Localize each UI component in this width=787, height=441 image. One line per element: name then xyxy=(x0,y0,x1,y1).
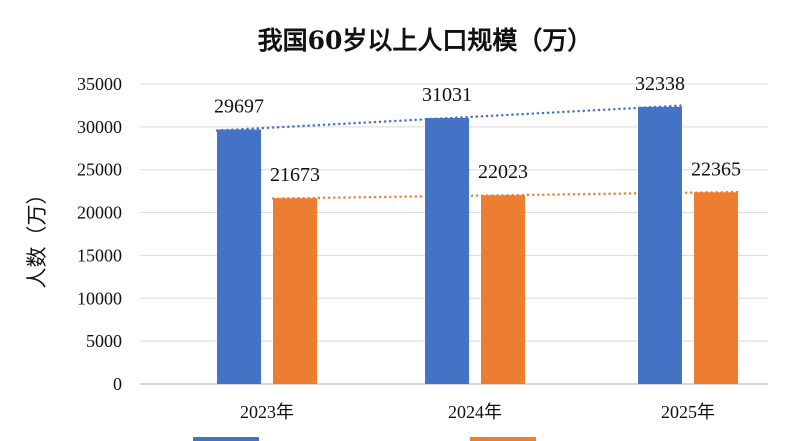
legend-swatch xyxy=(193,437,259,441)
axes: 0 5000 10000 15000 20000 25000 30000 35000 2023年… xyxy=(77,74,715,422)
bar xyxy=(425,118,469,385)
legend-swatch xyxy=(470,437,536,441)
x-tick-label: 2023年 xyxy=(240,402,294,422)
y-tick-label: 30000 xyxy=(77,117,122,137)
y-tick-label: 15000 xyxy=(77,245,122,265)
bar xyxy=(273,198,317,384)
bar xyxy=(481,195,525,384)
x-tick-label: 2024年 xyxy=(448,402,502,422)
bar xyxy=(217,129,261,384)
y-tick-label: 0 xyxy=(113,374,122,394)
trendline xyxy=(215,104,684,132)
data-label: 29697 xyxy=(214,95,264,117)
y-tick-label: 5000 xyxy=(86,331,122,351)
chart-title: 我国60岁以上人口规模（万） xyxy=(258,26,593,55)
data-label: 21673 xyxy=(270,164,320,186)
y-tick-label: 35000 xyxy=(77,74,122,94)
x-tick-label: 2025年 xyxy=(661,402,715,422)
data-label: 22023 xyxy=(478,161,528,183)
y-tick-label: 25000 xyxy=(77,160,122,180)
legend xyxy=(193,437,536,441)
bar xyxy=(638,106,682,385)
data-label: 32338 xyxy=(635,73,685,95)
data-label: 31031 xyxy=(422,84,472,106)
data-labels: 29697 31031 32338 21673 22023 22365 xyxy=(214,73,741,186)
bars xyxy=(217,106,738,385)
data-label: 22365 xyxy=(691,158,741,180)
y-axis-label: 人数（万） xyxy=(25,184,49,289)
bar xyxy=(694,192,738,384)
y-tick-label: 10000 xyxy=(77,288,122,308)
y-tick-label: 20000 xyxy=(77,203,122,223)
